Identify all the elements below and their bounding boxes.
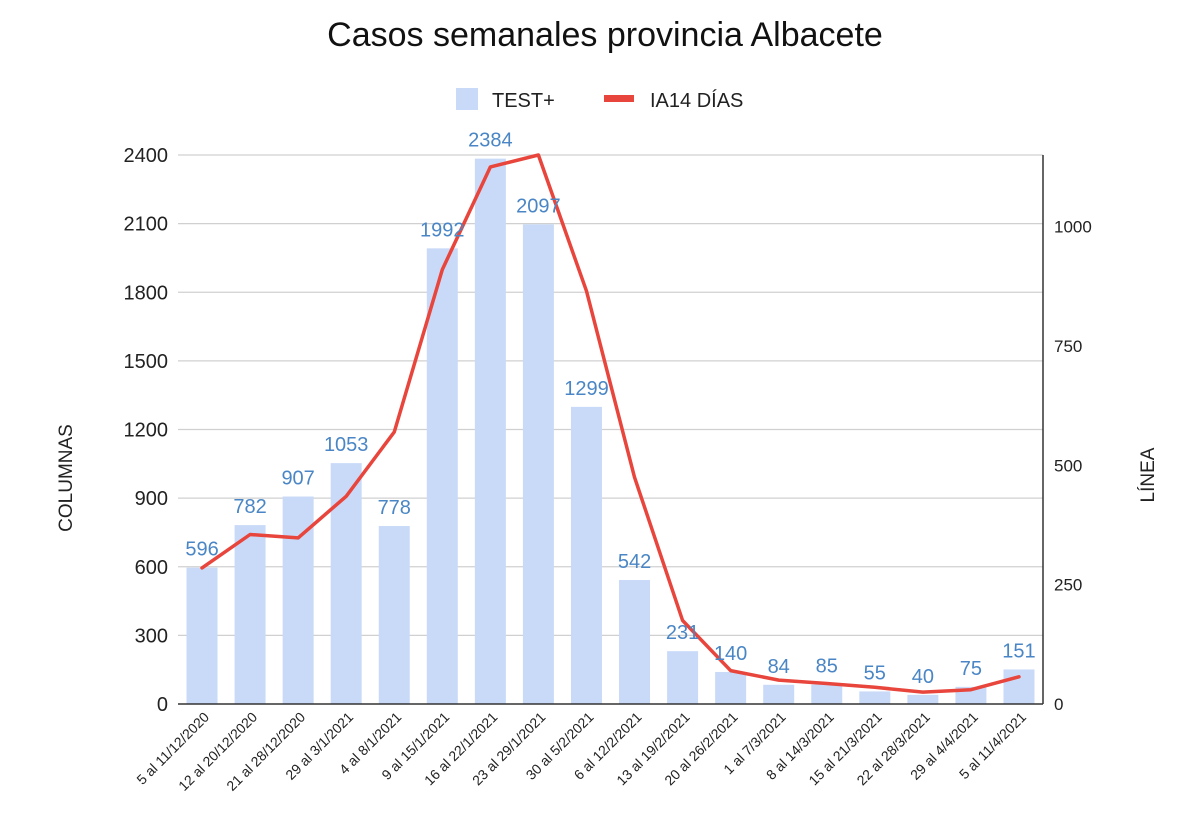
bars xyxy=(186,158,1035,704)
y-left-tick-label: 2100 xyxy=(124,214,169,236)
y-left-tick-label: 1800 xyxy=(124,282,169,304)
bar-value-label: 85 xyxy=(816,656,838,678)
y-left-tick-label: 0 xyxy=(157,694,168,716)
y-axis-right-label: LÍNEA xyxy=(1138,447,1159,502)
bar xyxy=(907,694,939,704)
y-right-tick-label: 0 xyxy=(1054,695,1063,714)
bar xyxy=(522,224,554,704)
ia14-line xyxy=(200,153,1021,694)
legend-label-test: TEST+ xyxy=(492,90,555,112)
bar-value-label: 1299 xyxy=(564,378,609,400)
bar-value-label: 151 xyxy=(1002,640,1035,662)
y-left-tick-label: 600 xyxy=(135,557,168,579)
bar-value-label: 907 xyxy=(281,468,314,490)
bar xyxy=(763,684,795,704)
bar xyxy=(811,684,843,704)
bar xyxy=(619,580,651,704)
chart-title: Casos semanales provincia Albacete xyxy=(327,16,883,54)
bar-value-label: 778 xyxy=(378,497,411,519)
bar xyxy=(667,651,699,704)
bar-value-label: 140 xyxy=(714,643,747,665)
bar xyxy=(186,567,218,704)
legend-swatch-ia14 xyxy=(604,95,634,102)
bar-value-label: 542 xyxy=(618,551,651,573)
bar-value-label: 84 xyxy=(768,656,790,678)
bar xyxy=(330,463,362,704)
bar-value-label: 75 xyxy=(960,658,982,680)
gridlines xyxy=(178,154,1043,636)
legend-label-ia14: IA14 DÍAS xyxy=(650,89,743,112)
legend-swatch-test xyxy=(456,88,478,110)
bar xyxy=(859,691,891,704)
legend: TEST+ IA14 DÍAS xyxy=(456,88,743,112)
y-axis-left-label: COLUMNAS xyxy=(56,424,77,532)
y-left-tick-label: 2400 xyxy=(124,145,169,167)
y-right-tick-label: 250 xyxy=(1054,576,1082,595)
bar-value-label: 2384 xyxy=(468,130,513,152)
bar xyxy=(715,671,747,704)
y-left-tick-label: 300 xyxy=(135,625,168,647)
bar-value-label: 55 xyxy=(864,662,886,684)
bar-value-label: 2097 xyxy=(516,195,561,217)
bar xyxy=(378,526,410,704)
bar-value-label: 231 xyxy=(666,622,699,644)
bar xyxy=(570,406,602,704)
bar-value-label: 40 xyxy=(912,666,934,688)
bar-value-label: 1053 xyxy=(324,434,369,456)
y-left-tick-label: 1200 xyxy=(124,420,169,442)
bar-value-label: 782 xyxy=(233,496,266,518)
y-axis-right-ticks: 0 250 500 750 1000 xyxy=(1054,218,1092,714)
bar-value-label: 1992 xyxy=(420,219,465,241)
bar xyxy=(426,248,458,704)
y-right-tick-label: 750 xyxy=(1054,337,1082,356)
bar xyxy=(234,525,266,704)
y-axis-left-ticks: 0 300 600 900 1200 1500 1800 2100 2400 xyxy=(124,145,169,716)
y-left-tick-label: 900 xyxy=(135,488,168,510)
bar xyxy=(474,158,506,704)
y-left-tick-label: 1500 xyxy=(124,351,169,373)
bar xyxy=(1003,669,1035,704)
y-right-tick-label: 1000 xyxy=(1054,218,1092,237)
y-right-tick-label: 500 xyxy=(1054,456,1082,475)
bar-value-label: 596 xyxy=(185,539,218,561)
ia14-line-layer xyxy=(200,153,1021,694)
bar-data-labels: 596 782 907 1053 778 1992 2384 2097 1299 542 231 14… xyxy=(185,130,1035,688)
